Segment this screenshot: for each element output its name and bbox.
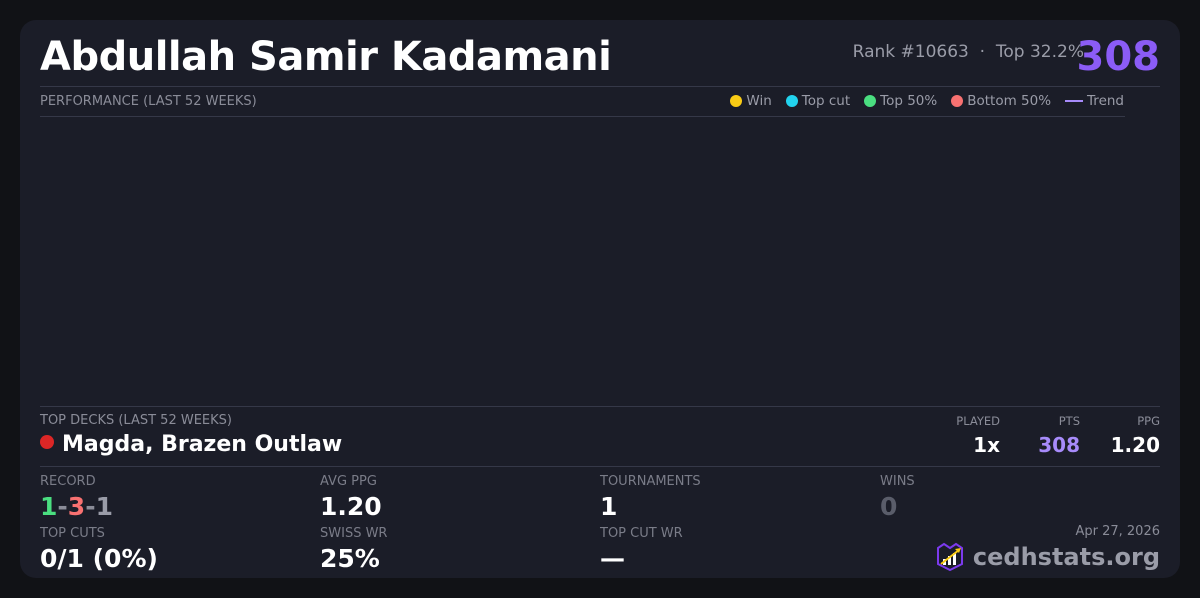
avg-ppg-label: AVG PPG — [320, 474, 377, 489]
top-cuts-value: 0/1 (0%) — [40, 544, 158, 573]
played-header: PLAYED — [956, 414, 1000, 428]
performance-title: PERFORMANCE (LAST 52 WEEKS) — [40, 94, 257, 109]
avg-ppg-value: 1.20 — [320, 492, 382, 521]
ppg-header: PPG — [1137, 414, 1160, 428]
deck-row[interactable]: Magda, Brazen Outlaw — [40, 432, 342, 457]
legend-win: Win — [730, 93, 772, 109]
date: Apr 27, 2026 — [1075, 524, 1160, 539]
trend-line-icon — [1065, 100, 1084, 102]
tournaments-value: 1 — [600, 492, 618, 521]
legend-bottom-50: Bottom 50% — [951, 93, 1051, 109]
deck-name[interactable]: Magda, Brazen Outlaw — [62, 432, 343, 457]
top-percent: Top 32.2% — [995, 42, 1084, 62]
performance-chart-area — [40, 117, 1125, 406]
legend-label: Top 50% — [880, 93, 938, 109]
record-dash: - — [57, 492, 68, 521]
bottom-50-dot-icon — [951, 95, 964, 107]
top-decks-title: TOP DECKS (LAST 52 WEEKS) — [40, 413, 232, 428]
legend-label: Top cut — [801, 93, 851, 109]
legend-trend: Trend — [1065, 93, 1124, 109]
top-50-dot-icon — [864, 95, 877, 107]
legend-label: Trend — [1087, 93, 1124, 109]
top-cut-dot-icon — [785, 95, 798, 107]
pts-header: PTS — [1058, 414, 1080, 428]
rank: Rank #10663 — [852, 42, 969, 62]
top-cut-wr-label: TOP CUT WR — [600, 526, 683, 541]
record-losses: 3 — [67, 492, 86, 521]
top-cuts-label: TOP CUTS — [40, 526, 105, 541]
tournaments-label: TOURNAMENTS — [600, 474, 701, 489]
record-wins: 1 — [40, 492, 58, 521]
record-draws: 1 — [95, 492, 113, 521]
win-dot-icon — [730, 95, 743, 107]
deck-pts: 308 — [1038, 433, 1080, 457]
player-name: Abdullah Samir Kadamani — [40, 34, 612, 80]
rank-info: Rank #10663 · Top 32.2% — [853, 42, 1084, 62]
cedhstats-logo-icon — [936, 542, 963, 572]
legend-top-50: Top 50% — [864, 93, 937, 109]
deck-played: 1x — [973, 433, 1000, 457]
divider — [40, 86, 1160, 87]
legend-label: Win — [746, 93, 772, 109]
record-label: RECORD — [40, 474, 96, 489]
record-value: 1-3-1 — [40, 492, 113, 521]
wins-label: WINS — [880, 474, 915, 489]
divider — [40, 406, 1160, 407]
legend-label: Bottom 50% — [967, 93, 1052, 109]
divider — [40, 116, 1125, 117]
score: 308 — [1076, 34, 1161, 80]
top-cut-wr-value: — — [600, 544, 625, 573]
swiss-wr-value: 25% — [320, 544, 380, 573]
divider — [40, 466, 1160, 467]
chart-legend: Win Top cut Top 50% Bottom 50% Trend — [730, 93, 1124, 109]
record-dash: - — [85, 492, 96, 521]
deck-color-icon — [40, 434, 54, 449]
legend-top-cut: Top cut — [785, 93, 851, 109]
swiss-wr-label: SWISS WR — [320, 526, 388, 541]
player-card: Abdullah Samir Kadamani Rank #10663 · To… — [20, 20, 1180, 578]
separator: · — [979, 42, 986, 62]
deck-ppg: 1.20 — [1110, 433, 1160, 457]
wins-value: 0 — [880, 492, 898, 521]
brand[interactable]: cedhstats.org — [935, 542, 1160, 572]
brand-name[interactable]: cedhstats.org — [972, 543, 1160, 571]
